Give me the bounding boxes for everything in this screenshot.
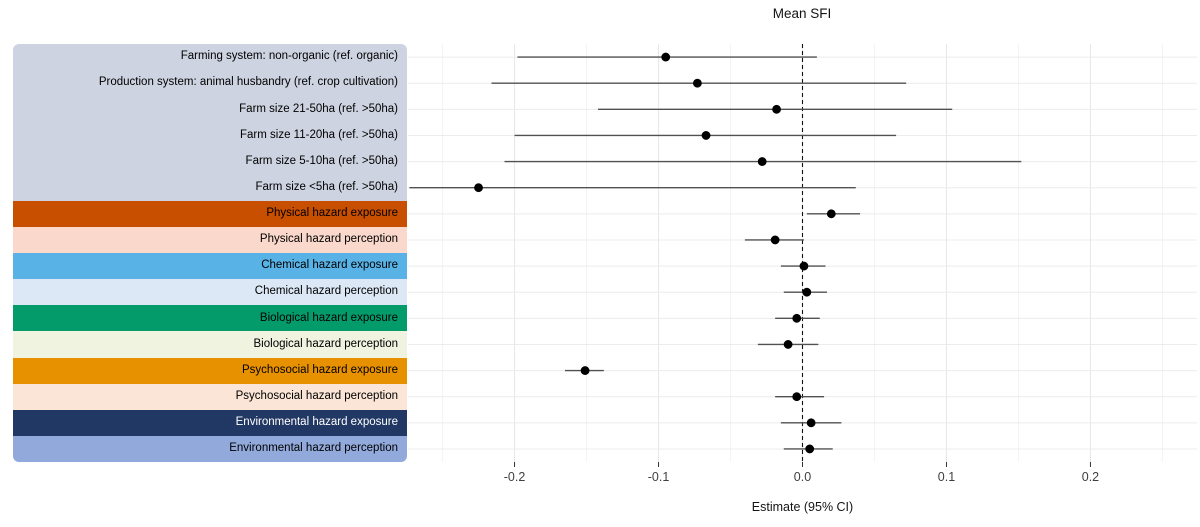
row-label: Environmental hazard exposure [235,416,398,429]
row-label: Production system: animal husbandry (ref… [98,76,398,89]
row-label: Farm size 21-50ha (ref. >50ha) [239,102,398,115]
x-tick-label: 0.2 [1082,470,1099,484]
point-estimate [757,157,767,166]
row-label: Physical hazard perception [259,233,398,246]
point-estimate [805,444,815,454]
row-label: Farming system: non-organic (ref. organi… [180,50,398,63]
point-estimate [661,52,671,62]
row-label: Farm size <5ha (ref. >50ha) [255,180,398,193]
point-estimate [772,104,781,114]
point-estimate [826,209,836,219]
row-label-band: Biological hazard perception [13,331,407,358]
row-label: Psychosocial hazard perception [235,389,398,402]
row-label-band: Physical hazard perception [13,226,407,253]
x-tick-label: -0.1 [648,470,670,484]
row-label-band: Chemical hazard perception [13,279,407,306]
row-label-band: Farm size 21-50ha (ref. >50ha) [13,96,407,123]
row-label-band: Farming system: non-organic (ref. organi… [13,44,407,71]
row-label: Environmental hazard perception [229,442,398,455]
point-estimate [770,235,780,245]
point-estimate [580,366,590,375]
row-label-band: Psychosocial hazard exposure [13,357,407,384]
point-estimate [701,131,711,140]
point-estimate [792,313,802,323]
x-tick-label: 0.1 [938,470,955,484]
point-estimate [692,78,702,88]
row-label-band: Chemical hazard exposure [13,253,407,280]
x-tick-label: -0.2 [504,470,526,484]
chart-title: Mean SFI [772,6,832,21]
row-label: Farm size 11-20ha (ref. >50ha) [240,128,398,141]
row-label: Farm size 5-10ha (ref. >50ha) [245,154,398,167]
point-estimate [474,183,483,193]
row-label: Chemical hazard exposure [261,259,398,272]
x-tick-label: 0.0 [794,470,811,484]
row-label-panel: Farming system: non-organic (ref. organi… [13,44,407,462]
row-label-band: Farm size 11-20ha (ref. >50ha) [13,122,407,149]
row-label: Physical hazard exposure [266,207,398,220]
row-label-band: Physical hazard exposure [13,200,407,227]
row-label-band: Biological hazard exposure [13,305,407,332]
row-label: Biological hazard perception [253,337,398,350]
row-label-band: Farm size <5ha (ref. >50ha) [13,174,407,201]
row-label: Chemical hazard perception [254,285,398,298]
row-label: Psychosocial hazard exposure [242,363,398,376]
point-estimate [799,261,809,271]
row-label-band: Farm size 5-10ha (ref. >50ha) [13,148,407,175]
row-label-band: Production system: animal husbandry (ref… [13,70,407,97]
point-estimate [802,287,812,297]
point-estimate [792,392,802,402]
x-axis-title: Estimate (95% CI) [752,500,853,514]
row-label-band: Psychosocial hazard perception [13,383,407,410]
point-estimate [806,418,816,428]
row-label: Biological hazard exposure [259,311,398,324]
row-label-band: Environmental hazard perception [13,435,407,462]
point-estimate [783,340,793,349]
row-label-band: Environmental hazard exposure [13,409,407,436]
